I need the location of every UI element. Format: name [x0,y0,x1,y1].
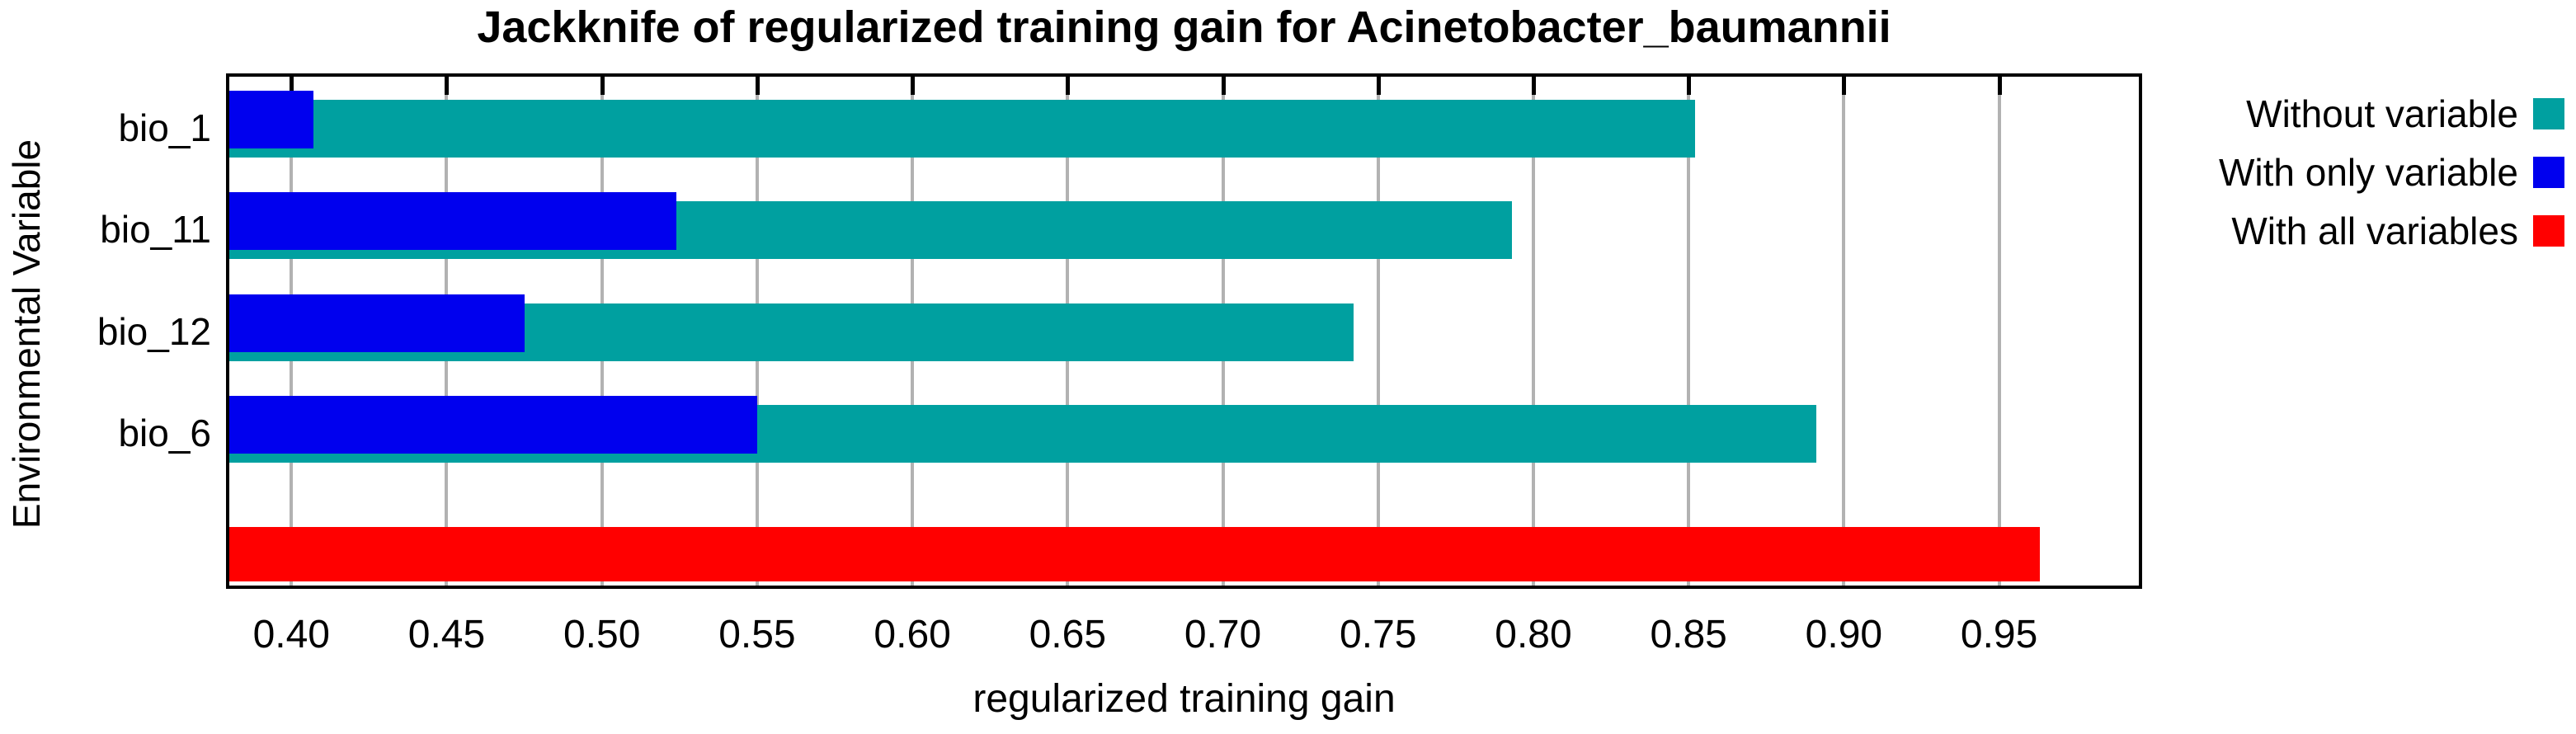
x-tick-label: 0.60 [874,613,951,656]
x-tick-label: 0.55 [718,613,796,656]
gridline [1531,77,1535,586]
legend-swatch-teal [2533,97,2564,129]
top-tick-mark [911,77,916,95]
chart-title: Jackknife of regularized training gain f… [477,2,1891,52]
bar-with-only-variable-bio_12 [229,294,525,352]
x-tick-label: 0.65 [1029,613,1107,656]
legend-item-with-all-variables: With all variables [2219,201,2564,260]
legend-swatch-red [2533,214,2564,247]
top-tick-mark [1687,77,1692,95]
category-label-bio_1: bio_1 [118,106,211,149]
bar-without-variable-bio_1 [229,100,1695,158]
x-tick-label: 0.40 [252,613,330,656]
bar-with-only-variable-bio_1 [229,91,313,148]
top-tick-mark [290,77,294,95]
legend: Without variable With only variable With… [2219,84,2564,260]
x-tick-label: 0.90 [1805,613,1883,656]
top-tick-mark [600,77,605,95]
legend-label: With only variable [2218,150,2518,194]
gridline [1997,77,2001,586]
top-tick-mark [1531,77,1536,95]
category-label-bio_6: bio_6 [118,412,211,455]
category-label-bio_12: bio_12 [97,309,211,353]
gridline [1376,77,1380,586]
top-tick-mark [1066,77,1071,95]
x-tick-label: 0.75 [1340,613,1417,656]
legend-item-without-variable: Without variable [2219,84,2564,143]
plot-area [226,73,2142,589]
top-tick-mark [1221,77,1226,95]
x-tick-label: 0.80 [1495,613,1572,656]
x-tick-label: 0.95 [1960,613,2038,656]
top-tick-mark [445,77,450,95]
x-tick-label: 0.45 [407,613,486,656]
bar-with-only-variable-bio_11 [229,192,677,251]
top-tick-mark [1997,77,2002,95]
bar-with-all-variables [229,526,2040,581]
gridline [1842,77,1846,586]
legend-label: With all variables [2231,209,2518,252]
gridline [1687,77,1691,586]
x-axis-title: regularized training gain [972,677,1396,721]
x-tick-label: 0.70 [1184,613,1262,656]
top-tick-mark [755,77,760,95]
legend-item-with-only-variable: With only variable [2219,143,2564,201]
x-tick-label: 0.50 [563,613,641,656]
legend-swatch-blue [2533,156,2564,188]
category-label-bio_11: bio_11 [100,208,211,252]
top-tick-mark [1376,77,1381,95]
x-tick-label: 0.85 [1650,613,1727,656]
legend-label: Without variable [2246,92,2518,135]
top-tick-mark [1842,77,1847,95]
bar-with-only-variable-bio_6 [229,396,757,454]
